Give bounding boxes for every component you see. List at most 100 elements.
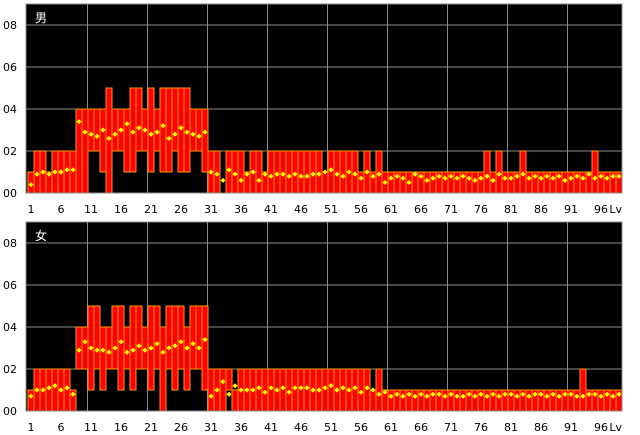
avg-point-lv-73 [460,173,466,179]
avg-point-lv-98 [610,173,616,179]
avg-point-lv-32 [214,387,220,393]
avg-point-lv-13 [100,347,106,353]
avg-point-lv-95 [592,175,598,181]
avg-point-lv-37 [244,387,250,393]
avg-point-lv-77 [484,393,490,399]
avg-point-lv-85 [532,391,538,397]
avg-point-lv-31 [208,169,214,175]
range-bar-lv-65 [411,389,419,412]
avg-point-lv-75 [472,177,478,183]
range-bar-lv-79 [495,389,503,412]
avg-point-lv-5 [52,383,58,389]
avg-point-lv-15 [112,131,118,137]
x-tick-label: 26 [174,421,188,434]
avg-point-lv-7 [64,385,70,391]
avg-point-lv-24 [166,345,172,351]
avg-point-lv-28 [190,341,196,347]
avg-point-lv-10 [82,339,88,345]
avg-point-lv-14 [106,349,112,355]
x-tick-label: 11 [84,203,98,216]
avg-point-lv-4 [46,171,52,177]
avg-point-lv-93 [580,393,586,399]
range-bar-lv-46 [297,150,305,194]
y-tick-label: 00 [3,187,17,200]
range-bar-lv-23 [159,87,167,173]
avg-point-lv-70 [442,175,448,181]
avg-point-lv-59 [376,391,382,397]
female-chart-panel: 00 02 04 06 08 1 6 11 16 21 26 31 36 41 46 51 56 61 66 71 76… [0,218,640,435]
x-tick-label: 51 [324,203,338,216]
x-tick-label: 1 [28,203,35,216]
avg-point-lv-46 [298,385,304,391]
x-tick-label: 21 [144,203,158,216]
x-tick-label: 96 [594,203,608,216]
avg-point-lv-2 [34,171,40,177]
avg-point-lv-55 [352,171,358,177]
avg-point-lv-79 [496,171,502,177]
male-chart-panel: 00 02 04 06 08 1 6 11 16 21 26 31 36 41 46 51 56 61 66 71 76… [0,0,640,217]
range-bar-lv-34 [225,368,233,391]
x-tick-label: 91 [564,421,578,434]
avg-point-lv-60 [382,389,388,395]
avg-point-lv-97 [604,175,610,181]
avg-point-lv-98 [610,393,616,399]
range-bar-lv-16 [117,305,125,391]
avg-point-lv-43 [280,171,286,177]
avg-point-lv-82 [514,173,520,179]
range-bar-lv-50 [321,171,329,194]
avg-point-lv-2 [34,387,40,393]
avg-point-lv-9 [76,119,82,125]
avg-point-lv-93 [580,175,586,181]
x-tick-label: 96 [594,421,608,434]
x-tick-label: 41 [264,203,278,216]
range-bar-lv-67 [423,389,431,412]
x-tick-label: 21 [144,421,158,434]
avg-point-lv-38 [250,387,256,393]
avg-point-lv-19 [136,343,142,349]
avg-point-lv-99 [616,173,622,179]
avg-point-lv-42 [274,171,280,177]
avg-point-lv-55 [352,385,358,391]
avg-point-lv-54 [346,169,352,175]
avg-point-lv-35 [232,171,238,177]
avg-point-lv-66 [418,173,424,179]
avg-point-lv-16 [118,127,124,133]
avg-point-lv-46 [298,173,304,179]
x-tick-label: 71 [444,421,458,434]
avg-point-lv-65 [412,171,418,177]
range-bar-lv-17 [123,326,131,370]
range-bar-lv-26 [177,305,185,370]
avg-point-lv-49 [316,387,322,393]
avg-point-lv-33 [220,379,226,385]
avg-point-lv-83 [520,391,526,397]
range-bar-lv-30 [201,108,209,173]
range-bar-lv-33 [219,368,227,412]
range-bar-lv-77 [483,150,491,194]
range-bar-lv-41 [267,150,275,194]
range-bar-lv-86 [537,171,545,194]
x-tick-label: 11 [84,421,98,434]
avg-point-lv-42 [274,387,280,393]
avg-point-lv-41 [268,385,274,391]
avg-point-lv-41 [268,173,274,179]
x-tick-label: 36 [234,203,248,216]
avg-point-lv-24 [166,135,172,141]
range-bar-lv-13 [99,326,107,391]
avg-point-lv-68 [430,391,436,397]
avg-point-lv-91 [568,175,574,181]
avg-point-lv-52 [334,171,340,177]
range-bar-lv-17 [123,108,131,173]
avg-point-lv-51 [328,383,334,389]
avg-point-lv-88 [550,175,556,181]
avg-point-lv-44 [286,389,292,395]
avg-point-lv-95 [592,391,598,397]
avg-point-lv-48 [310,171,316,177]
avg-point-lv-16 [118,339,124,345]
avg-point-lv-74 [466,391,472,397]
range-bar-lv-81 [507,171,515,194]
x-tick-label: 31 [204,203,218,216]
avg-point-lv-13 [100,127,106,133]
range-bar-lv-80 [501,171,509,194]
range-bar-lv-76 [477,171,485,194]
range-bar-lv-93 [579,171,587,194]
